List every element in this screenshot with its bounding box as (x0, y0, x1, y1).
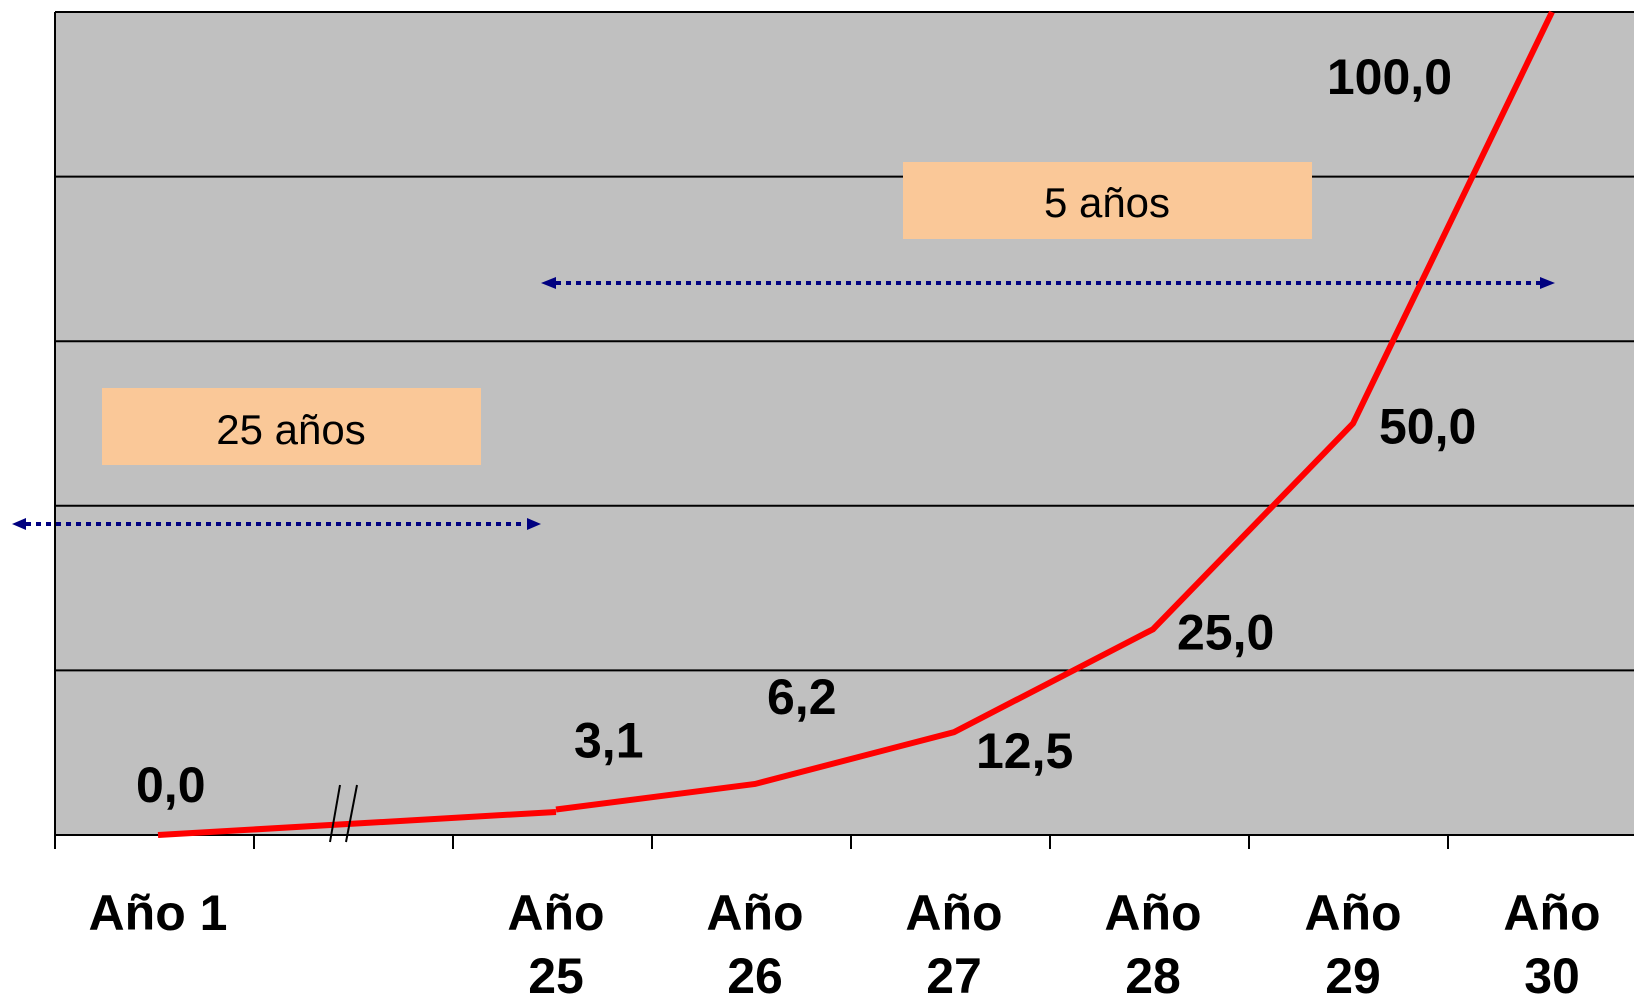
x-tick-label: Año 30 (1503, 885, 1600, 1000)
x-tick-label-line: Año (1104, 885, 1201, 941)
x-tick-label-line: Año (1503, 885, 1600, 941)
data-label: 12,5 (976, 723, 1073, 779)
span-25-label: 25 años (216, 406, 365, 453)
x-tick-label-line: 25 (528, 948, 584, 1000)
span-25-box (102, 388, 481, 465)
gridlines (55, 11, 1634, 672)
series (157, 10, 1555, 838)
data-labels: 0,0 3,1 6,2 12,5 25,0 50,0 100,0 (136, 49, 1476, 813)
x-tick-label-line: Año 1 (89, 885, 228, 941)
x-tick-label-line: Año (905, 885, 1002, 941)
x-tick-label-line: Año (706, 885, 803, 941)
x-tick-label-line: 30 (1524, 948, 1580, 1000)
series-line-segment-2 (555, 10, 1555, 813)
x-tick-label: Año 29 (1304, 885, 1401, 1000)
x-tick-labels: Año 1 Año 25 Año 26 Año 27 Año 28 Año 29 Año 30 (89, 885, 1601, 1000)
axis-break-mark (329, 784, 358, 843)
x-tick-label-line: Año (507, 885, 604, 941)
x-tick-label: Año 1 (89, 885, 228, 941)
span-5-label: 5 años (1044, 179, 1170, 226)
data-label: 6,2 (767, 669, 837, 725)
x-ticks (54, 835, 1449, 849)
x-tick-label: Año 27 (905, 885, 1002, 1000)
data-label: 3,1 (574, 712, 644, 768)
x-tick-label-line: Año (1304, 885, 1401, 941)
data-label: 100,0 (1327, 49, 1452, 105)
x-tick-label-line: 26 (727, 948, 783, 1000)
span-5-arrow (541, 277, 1555, 289)
series-line-segment-1 (157, 808, 557, 838)
data-label: 50,0 (1379, 399, 1476, 455)
x-tick-label: Año 25 (507, 885, 604, 1000)
data-label: 25,0 (1177, 604, 1274, 660)
data-label: 0,0 (136, 757, 206, 813)
span-25-arrow (12, 518, 541, 530)
x-tick-label-line: 29 (1325, 948, 1381, 1000)
x-tick-label: Año 26 (706, 885, 803, 1000)
span-5-box (903, 162, 1312, 239)
x-tick-label-line: 27 (926, 948, 982, 1000)
x-tick-label: Año 28 (1104, 885, 1201, 1000)
x-tick-label-line: 28 (1125, 948, 1181, 1000)
